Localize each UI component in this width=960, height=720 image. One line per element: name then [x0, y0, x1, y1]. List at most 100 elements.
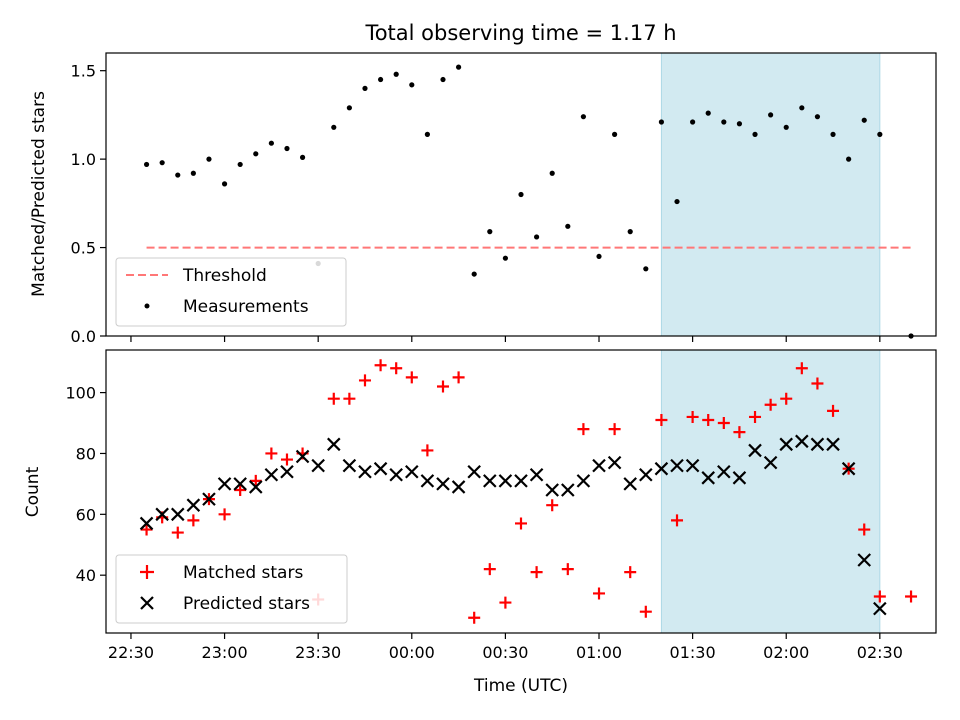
y-tick-label: 0.5	[71, 239, 96, 258]
count-legend: Matched stars Predicted stars	[115, 554, 348, 624]
predicted-star-point	[186, 498, 201, 512]
count-y-label: Count	[23, 466, 43, 517]
measurement-point	[175, 172, 181, 178]
matched-star-point	[702, 413, 715, 426]
predicted-stars-points	[139, 434, 887, 616]
measurement-point	[346, 105, 352, 111]
matched-star-point	[140, 523, 153, 536]
predicted-star-point	[451, 480, 466, 494]
predicted-star-point	[670, 458, 684, 473]
ratio-y-label: Matched/Predicted stars	[29, 91, 49, 297]
predicted-star-point	[810, 437, 825, 452]
y-tick-label: 80	[76, 444, 96, 463]
predicted-star-point	[545, 483, 559, 497]
measurement-point	[159, 160, 165, 166]
measurement-point	[143, 161, 150, 168]
measurement-point	[190, 170, 196, 176]
x-tick-label: 01:30	[670, 643, 716, 662]
y-tick-label: 100	[65, 384, 96, 403]
measurement-point	[424, 131, 430, 137]
predicted-star-point	[217, 477, 232, 491]
count-axes-frame	[105, 349, 937, 634]
measurement-point	[299, 154, 306, 160]
predicted-star-point	[280, 464, 294, 479]
ratio-panel: 0.0 0.5 1.0 1.5 Matched/Predicted stars Thr…	[29, 52, 937, 346]
matched-star-point	[421, 444, 434, 457]
matched-star-point	[577, 423, 590, 436]
measurement-point	[799, 105, 805, 111]
matched-star-point	[905, 590, 918, 603]
count-legend-box	[115, 554, 348, 624]
matched-star-point	[187, 514, 200, 527]
measurement-point	[643, 266, 649, 272]
matched-star-point	[546, 499, 559, 512]
legend-matched-label: Matched stars	[183, 563, 303, 583]
measurement-point	[221, 181, 228, 187]
measurement-point	[814, 114, 821, 120]
predicted-star-point	[420, 474, 435, 488]
measurement-point	[284, 145, 290, 152]
measurement-point	[487, 229, 493, 235]
x-axis-label: Time (UTC)	[473, 676, 568, 696]
matched-star-point	[405, 371, 418, 384]
predicted-star-point	[342, 458, 357, 473]
predicted-star-point	[327, 437, 341, 452]
matched-star-point	[530, 566, 543, 579]
measurement-point	[377, 76, 384, 83]
predicted-star-point	[170, 507, 185, 522]
measurement-point	[362, 85, 368, 91]
matched-star-point	[811, 377, 824, 390]
predicted-star-point	[264, 467, 279, 482]
y-tick-label: 1.0	[71, 150, 96, 169]
predicted-star-point	[295, 449, 310, 464]
measurement-point	[736, 121, 743, 127]
matched-star-point	[343, 392, 356, 405]
matched-star-point	[655, 413, 668, 426]
measurement-point	[658, 119, 665, 125]
matched-star-point	[374, 359, 387, 372]
ratio-legend-box	[115, 257, 347, 327]
matched-star-point	[561, 563, 574, 576]
ratio-y-ticks: 0.0 0.5 1.0 1.5	[71, 62, 106, 346]
x-tick-label: 22:30	[108, 643, 154, 662]
measurement-point	[253, 151, 259, 157]
x-tick-label: 02:30	[857, 643, 903, 662]
legend-measurements-label: Measurements	[183, 297, 309, 317]
measurement-point	[627, 229, 633, 235]
predicted-star-point	[592, 458, 606, 473]
x-tick-label: 02:00	[763, 643, 809, 662]
predicted-star-point	[779, 437, 794, 452]
predicted-star-point	[529, 467, 544, 482]
matched-star-point	[733, 426, 746, 439]
y-tick-label: 60	[76, 505, 96, 524]
predicted-star-point	[623, 477, 637, 491]
measurement-point	[877, 131, 883, 137]
measurement-points	[143, 64, 914, 339]
measurement-point	[830, 131, 836, 137]
matched-star-point	[873, 590, 886, 603]
predicted-star-point	[483, 474, 497, 488]
predicted-star-point	[732, 471, 747, 485]
matched-star-point	[749, 410, 762, 423]
predicted-star-point	[717, 464, 731, 479]
matched-star-point	[390, 362, 403, 375]
matched-star-point	[452, 371, 465, 384]
legend-measurements-swatch	[144, 303, 150, 309]
matched-star-point	[280, 453, 293, 466]
matched-star-point	[764, 398, 777, 411]
count-x-ticks: 22:30 23:00 23:30 00:00 00:30 01:00 01:30 02:00…	[108, 633, 903, 662]
legend-matched-swatch	[140, 565, 154, 579]
matched-star-point	[358, 374, 371, 387]
matched-star-point	[234, 483, 247, 496]
matched-star-point	[327, 392, 340, 405]
predicted-star-point	[826, 437, 840, 452]
matched-star-point	[593, 587, 606, 600]
ratio-highlight-span	[660, 52, 881, 337]
predicted-star-point	[498, 474, 513, 488]
predicted-star-point	[405, 464, 419, 479]
x-tick-label: 23:30	[295, 643, 341, 662]
predicted-star-point	[701, 471, 715, 485]
predicted-star-point	[311, 458, 325, 473]
matched-star-point	[858, 523, 871, 536]
count-panel: 40 60 80 100 22:30 23:00 23:30 00:00 00:30 01:00…	[23, 349, 937, 696]
